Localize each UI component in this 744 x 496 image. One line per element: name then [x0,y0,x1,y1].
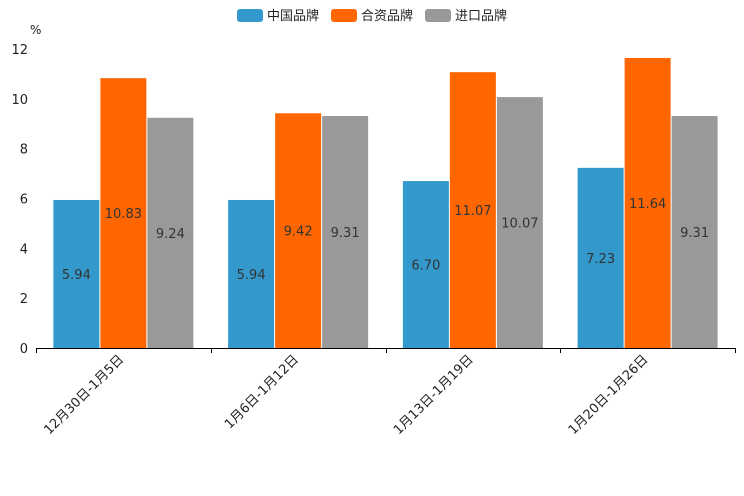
bar-value-label: 7.23 [586,252,615,267]
bar [577,167,624,348]
bar [671,116,718,348]
bars: 5.94 10.83 9.24 5.94 9.42 9.31 6.70 11.07 10.07 7… [53,57,718,349]
bar-value-label: 9.31 [331,226,360,241]
legend-label: 进口品牌 [455,8,507,24]
bar-value-label: 9.42 [284,225,313,240]
y-unit-label: % [30,23,41,37]
x-category-label: 12月30日-1月5日 [41,352,127,438]
bar [322,116,369,348]
bar-value-label: 5.94 [62,268,91,283]
y-tick-label: 10 [11,93,28,108]
x-category-label: 1月6日-1月12日 [222,352,302,432]
bar [624,57,671,348]
bar-value-label: 11.64 [629,197,666,212]
y-tick-label: 4 [20,242,28,257]
y-tick-label: 0 [20,342,28,357]
legend-swatch [425,9,451,22]
bar [100,78,147,348]
bar-value-label: 6.70 [411,259,440,274]
y-tick-label: 6 [20,193,28,208]
bar [449,72,496,349]
legend-swatch [331,9,357,22]
bar [496,97,543,348]
bar [275,113,322,348]
bar-value-label: 5.94 [237,268,266,283]
bar-value-label: 10.07 [501,217,538,232]
y-tick-label: 12 [11,43,28,58]
y-axis: 0 2 4 6 8 10 12 [11,43,28,357]
legend-label: 中国品牌 [267,8,319,24]
bar [228,199,275,348]
bar [402,181,449,348]
bar [53,199,100,348]
bar-value-label: 11.07 [454,204,491,219]
bar [147,117,194,349]
x-category-label: 1月20日-1月26日 [566,352,652,438]
bar-value-label: 10.83 [105,207,142,222]
y-tick-label: 2 [20,292,28,307]
x-category-label: 1月13日-1月19日 [391,352,477,438]
x-axis: 12月30日-1月5日 1月6日-1月12日 1月13日-1月19日 1月20日-1月… [36,348,736,438]
legend-swatch [237,9,263,22]
legend: 中国品牌 合资品牌 进口品牌 [237,8,507,24]
bar-value-label: 9.31 [680,226,709,241]
legend-label: 合资品牌 [361,8,413,24]
y-tick-label: 8 [20,143,28,158]
bar-value-label: 9.24 [156,227,185,242]
